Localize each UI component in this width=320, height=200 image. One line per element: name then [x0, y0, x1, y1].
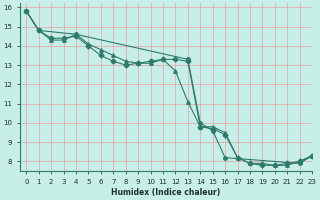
X-axis label: Humidex (Indice chaleur): Humidex (Indice chaleur): [111, 188, 221, 197]
